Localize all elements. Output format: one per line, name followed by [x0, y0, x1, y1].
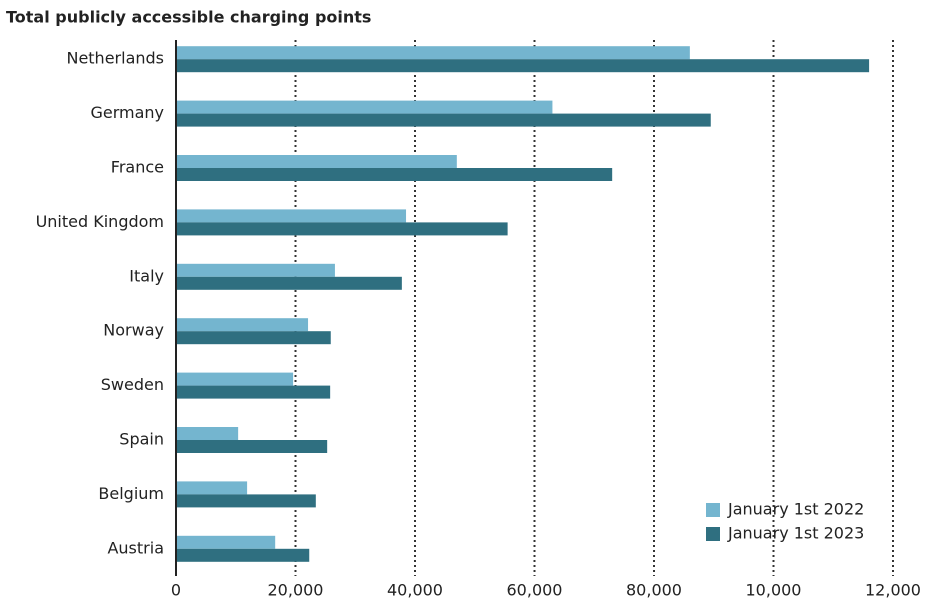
bar	[176, 263, 335, 277]
bar	[176, 440, 328, 453]
bar	[176, 535, 276, 549]
bar	[176, 494, 316, 508]
x-tick-label: 12,000	[865, 581, 921, 600]
bar	[176, 222, 508, 236]
bar	[176, 113, 711, 127]
y-tick-label: France	[111, 158, 164, 177]
bar	[176, 100, 553, 114]
x-tick-label: 0	[171, 581, 181, 600]
bar	[176, 209, 407, 223]
y-tick-label: Belgium	[98, 484, 164, 503]
legend-swatch	[706, 527, 720, 541]
bar	[176, 427, 239, 440]
x-tick-label: 60,000	[507, 581, 563, 600]
chart-title: Total publicly accessible charging point…	[6, 8, 371, 27]
legend-swatch	[706, 503, 720, 517]
bar	[176, 276, 402, 290]
bar	[176, 155, 457, 168]
bar	[176, 372, 294, 386]
y-tick-label: Austria	[107, 538, 164, 557]
legend-label: January 1st 2022	[727, 500, 864, 519]
y-tick-label: United Kingdom	[36, 212, 164, 231]
bar	[176, 46, 690, 60]
y-tick-label: Sweden	[101, 375, 164, 394]
y-tick-label: Germany	[90, 103, 164, 122]
x-tick-label: 20,000	[268, 581, 324, 600]
y-tick-label: Norway	[103, 321, 164, 340]
bar	[176, 168, 613, 181]
bar	[176, 318, 309, 332]
x-tick-label: 40,000	[387, 581, 443, 600]
x-tick-label: 10,000	[746, 581, 802, 600]
legend-label: January 1st 2023	[727, 524, 864, 543]
y-tick-label: Italy	[129, 266, 164, 285]
bar	[176, 548, 310, 562]
x-tick-label: 80,000	[626, 581, 682, 600]
bar	[176, 331, 331, 345]
bar	[176, 385, 331, 399]
bar	[176, 481, 248, 495]
y-tick-label: Spain	[119, 430, 164, 449]
y-tick-label: Netherlands	[66, 49, 164, 68]
bar	[176, 59, 870, 73]
